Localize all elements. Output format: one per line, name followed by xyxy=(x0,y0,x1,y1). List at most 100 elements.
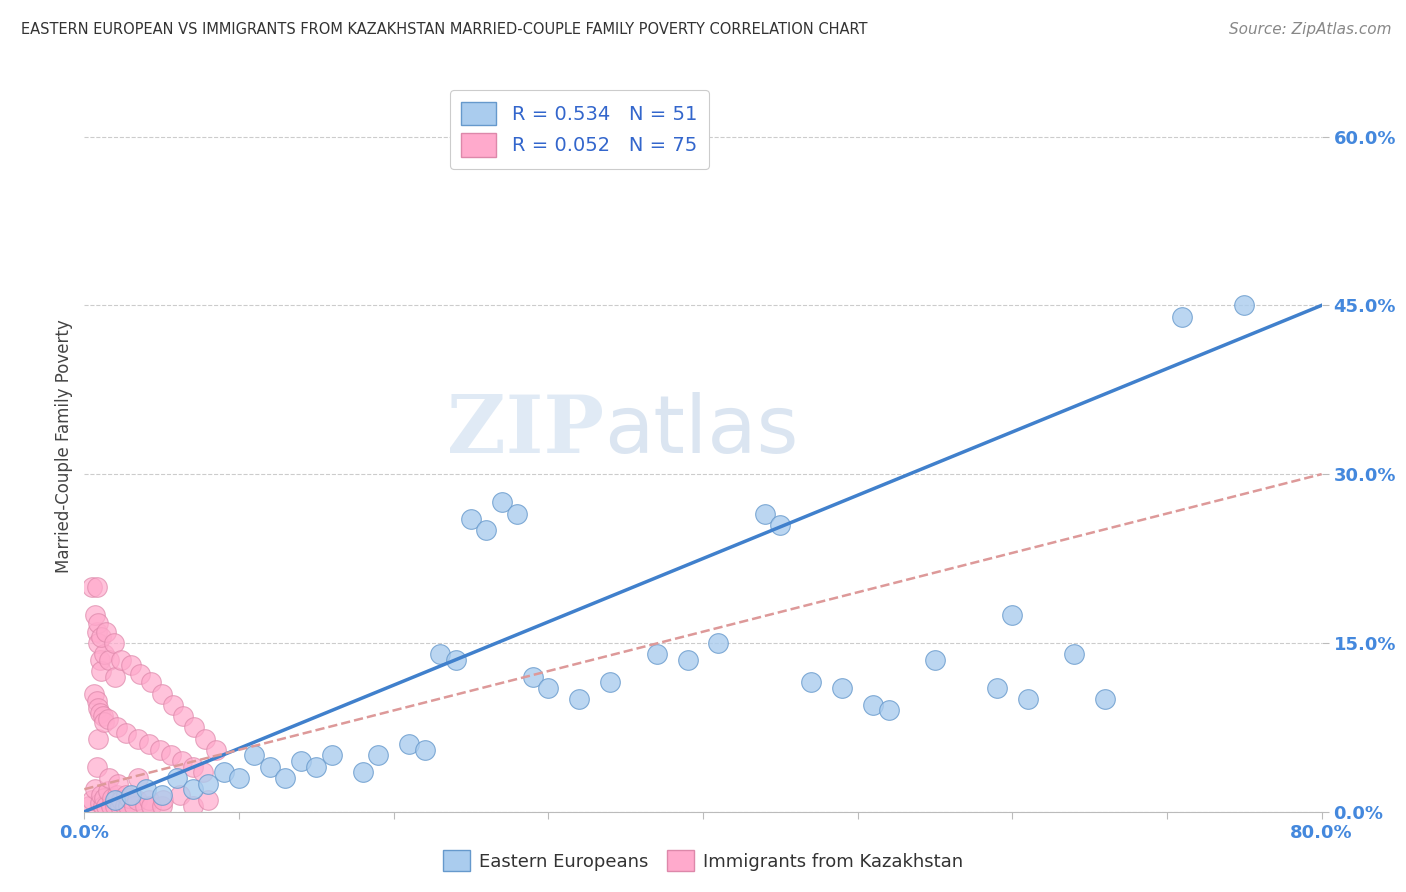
Point xyxy=(83,687,105,701)
Point xyxy=(93,791,115,805)
Point xyxy=(800,675,823,690)
Point xyxy=(676,653,699,667)
Point xyxy=(150,799,173,814)
Point xyxy=(138,737,160,751)
Point xyxy=(114,799,136,814)
Point xyxy=(321,748,343,763)
Point xyxy=(89,653,111,667)
Point xyxy=(86,580,108,594)
Point xyxy=(93,647,115,661)
Point xyxy=(98,771,121,785)
Point xyxy=(398,737,420,751)
Point xyxy=(120,788,142,802)
Point xyxy=(90,664,112,678)
Point xyxy=(228,771,250,785)
Point xyxy=(122,799,145,814)
Point xyxy=(290,754,312,768)
Point xyxy=(413,743,436,757)
Point xyxy=(89,706,111,720)
Point xyxy=(170,754,193,768)
Point xyxy=(93,714,115,729)
Point xyxy=(96,784,118,798)
Point xyxy=(100,799,122,814)
Legend: Eastern Europeans, Immigrants from Kazakhstan: Eastern Europeans, Immigrants from Kazak… xyxy=(436,843,970,879)
Point xyxy=(769,517,792,532)
Point xyxy=(104,793,127,807)
Point xyxy=(139,799,162,814)
Point xyxy=(149,743,172,757)
Point xyxy=(924,653,946,667)
Point xyxy=(115,726,138,740)
Point xyxy=(90,788,112,802)
Point xyxy=(444,653,467,667)
Point xyxy=(86,760,108,774)
Point xyxy=(152,793,174,807)
Point xyxy=(491,495,513,509)
Point xyxy=(96,713,118,727)
Point xyxy=(84,782,107,797)
Point xyxy=(127,731,149,746)
Point xyxy=(305,760,328,774)
Point xyxy=(460,512,482,526)
Point xyxy=(537,681,560,695)
Point xyxy=(129,667,152,681)
Point xyxy=(429,647,451,661)
Point xyxy=(90,630,112,644)
Point xyxy=(89,796,111,810)
Point xyxy=(139,675,162,690)
Point xyxy=(162,698,184,712)
Point xyxy=(82,793,104,807)
Legend: R = 0.534   N = 51, R = 0.052   N = 75: R = 0.534 N = 51, R = 0.052 N = 75 xyxy=(450,90,709,169)
Point xyxy=(506,507,529,521)
Point xyxy=(134,799,156,814)
Point xyxy=(1063,647,1085,661)
Point xyxy=(986,681,1008,695)
Point xyxy=(599,675,621,690)
Point xyxy=(169,788,191,802)
Point xyxy=(475,524,498,538)
Point xyxy=(183,720,205,734)
Point xyxy=(754,507,776,521)
Point xyxy=(568,692,591,706)
Point xyxy=(197,776,219,790)
Point xyxy=(84,607,107,622)
Point xyxy=(707,636,730,650)
Point xyxy=(645,647,668,661)
Point xyxy=(94,624,117,639)
Text: atlas: atlas xyxy=(605,392,799,470)
Text: ZIP: ZIP xyxy=(447,392,605,470)
Point xyxy=(91,709,114,723)
Point xyxy=(1094,692,1116,706)
Point xyxy=(193,765,215,780)
Point xyxy=(1233,298,1256,312)
Point xyxy=(172,709,194,723)
Point xyxy=(105,720,128,734)
Point xyxy=(108,799,131,814)
Point xyxy=(77,799,100,814)
Point xyxy=(197,793,219,807)
Point xyxy=(110,793,132,807)
Point xyxy=(522,670,544,684)
Point xyxy=(1171,310,1194,324)
Point xyxy=(831,681,853,695)
Point xyxy=(120,658,142,673)
Point xyxy=(259,760,281,774)
Point xyxy=(101,791,124,805)
Point xyxy=(212,765,235,780)
Point xyxy=(135,782,157,797)
Point xyxy=(160,748,183,763)
Text: Source: ZipAtlas.com: Source: ZipAtlas.com xyxy=(1229,22,1392,37)
Point xyxy=(104,799,127,814)
Point xyxy=(181,760,204,774)
Point xyxy=(166,771,188,785)
Point xyxy=(86,624,108,639)
Point xyxy=(107,776,129,790)
Point xyxy=(110,653,132,667)
Point xyxy=(1017,692,1039,706)
Point xyxy=(86,694,108,708)
Point xyxy=(243,748,266,763)
Point xyxy=(150,687,173,701)
Point xyxy=(150,788,173,802)
Point xyxy=(115,788,138,802)
Text: EASTERN EUROPEAN VS IMMIGRANTS FROM KAZAKHSTAN MARRIED-COUPLE FAMILY POVERTY COR: EASTERN EUROPEAN VS IMMIGRANTS FROM KAZA… xyxy=(21,22,868,37)
